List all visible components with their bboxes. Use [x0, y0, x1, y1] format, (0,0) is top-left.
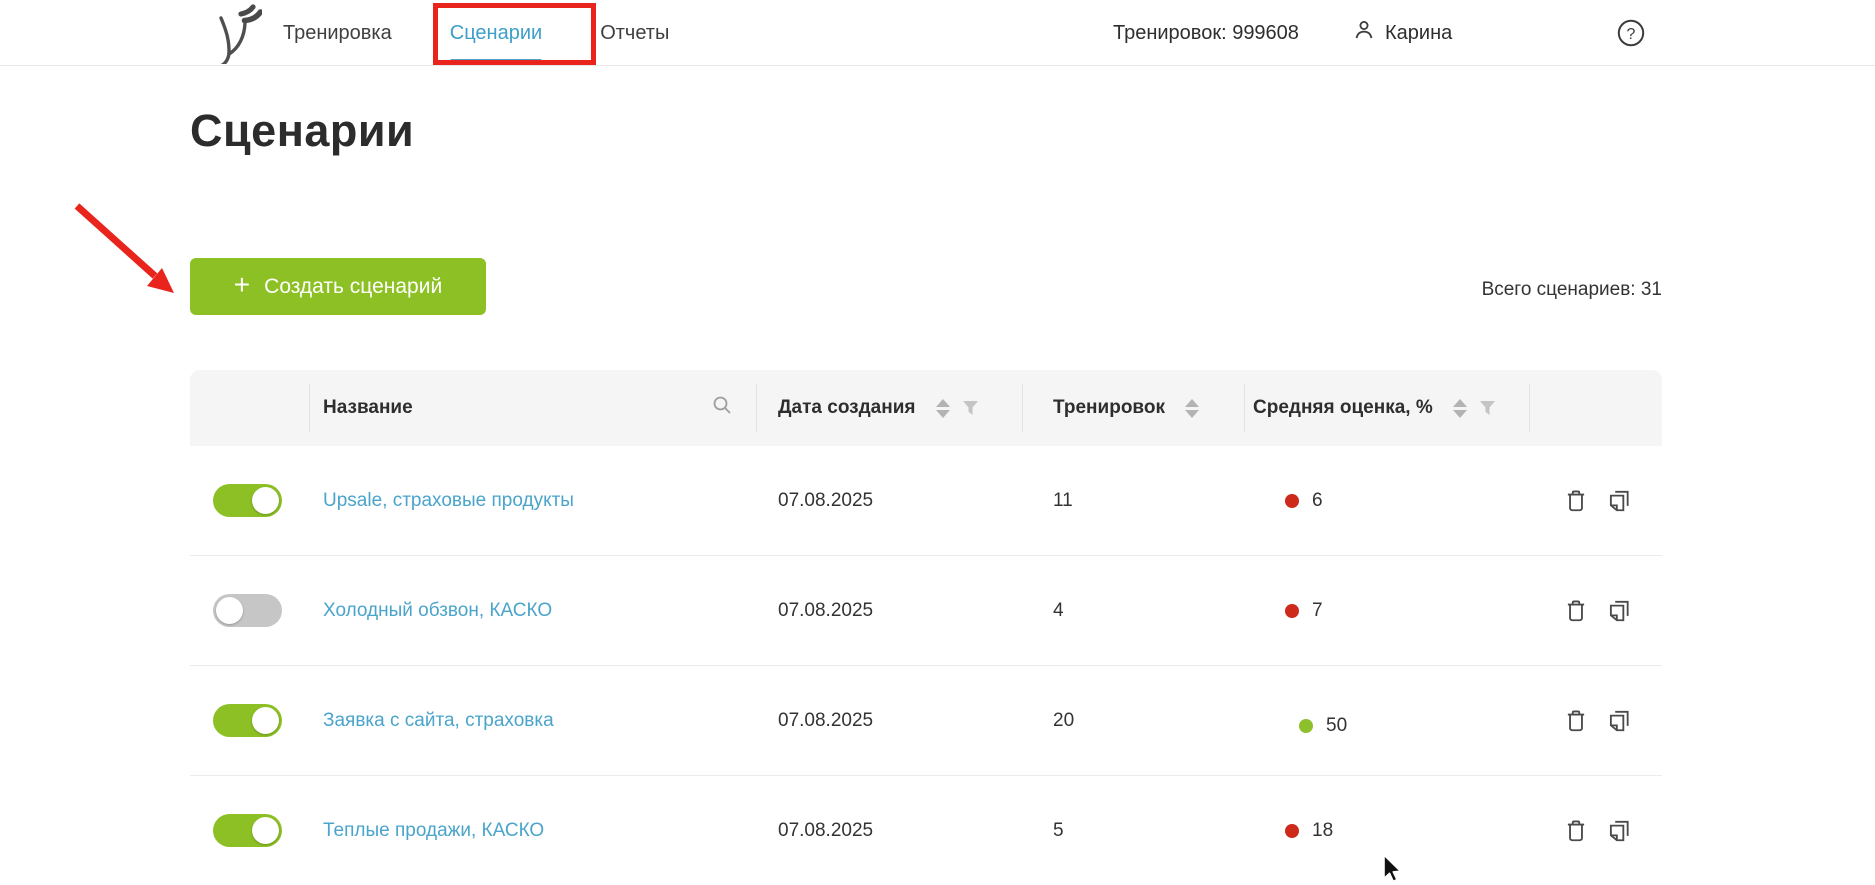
person-icon	[1352, 18, 1376, 48]
svg-text:?: ?	[1627, 26, 1636, 43]
column-label-name: Название	[323, 397, 413, 418]
header-toggle-column	[190, 384, 310, 432]
sort-score-icon[interactable]	[1452, 398, 1467, 418]
scenario-link[interactable]: Upsale, страховые продукты	[323, 489, 574, 511]
scenario-date: 07.08.2025	[778, 709, 874, 731]
scenario-date: 07.08.2025	[778, 599, 874, 621]
scenario-trainings-count: 11	[1053, 489, 1073, 511]
score-value: 6	[1312, 489, 1323, 511]
table-row: Теплые продажи, КАСКО 07.08.2025 5 18	[190, 776, 1662, 885]
table-header: Название Дата создания Тренировок	[190, 370, 1662, 446]
column-label-trainings: Тренировок	[1053, 397, 1165, 418]
copy-icon[interactable]	[1606, 487, 1632, 514]
scenario-link[interactable]: Холодный обзвон, КАСКО	[323, 599, 553, 621]
header-name-column: Название	[310, 384, 757, 432]
copy-icon[interactable]	[1606, 817, 1632, 844]
column-label-score: Средняя оценка, %	[1253, 397, 1433, 418]
header-trainings-column: Тренировок	[1023, 384, 1245, 432]
scenarios-table: Название Дата создания Тренировок	[190, 370, 1662, 885]
scenario-date: 07.08.2025	[778, 489, 874, 511]
table-row: Upsale, страховые продукты 07.08.2025 11…	[190, 446, 1662, 556]
delete-icon[interactable]	[1563, 817, 1589, 844]
scenario-link[interactable]: Заявка с сайта, страховка	[323, 709, 554, 731]
table-row: Заявка с сайта, страховка 07.08.2025 20 …	[190, 666, 1662, 776]
search-icon[interactable]	[712, 395, 732, 421]
scenario-toggle[interactable]	[213, 704, 282, 737]
score-value: 7	[1312, 599, 1323, 621]
score-dot	[1285, 823, 1299, 838]
scenario-link[interactable]: Теплые продажи, КАСКО	[323, 819, 545, 841]
scenario-date: 07.08.2025	[778, 819, 874, 841]
score-value: 50	[1326, 714, 1348, 736]
filter-date-icon[interactable]	[962, 400, 979, 417]
delete-icon[interactable]	[1563, 707, 1589, 734]
create-scenario-label: Создать сценарий	[264, 274, 443, 298]
score-dot	[1285, 603, 1299, 618]
scenario-trainings-count: 5	[1053, 819, 1064, 841]
top-nav: Тренировка Сценарии Отчеты Тренировок: 9…	[0, 0, 1875, 69]
scenario-toggle[interactable]	[213, 814, 282, 847]
copy-icon[interactable]	[1606, 597, 1632, 624]
score-dot	[1285, 493, 1299, 508]
help-icon[interactable]: ?	[1616, 18, 1646, 48]
annotation-arrow	[74, 203, 174, 293]
main-tabs: Тренировка Сценарии Отчеты	[283, 0, 669, 66]
filter-score-icon[interactable]	[1479, 400, 1496, 417]
table-row: Холодный обзвон, КАСКО 07.08.2025 4 7	[190, 556, 1662, 666]
header-score-column: Средняя оценка, %	[1245, 384, 1530, 432]
header-date-column: Дата создания	[757, 384, 1023, 432]
delete-icon[interactable]	[1563, 597, 1589, 624]
tab-reports[interactable]: Отчеты	[600, 21, 670, 44]
trainings-counter: Тренировок: 999608	[1113, 21, 1299, 44]
bird-logo[interactable]	[200, 2, 264, 69]
scenario-trainings-count: 4	[1053, 599, 1064, 621]
delete-icon[interactable]	[1563, 487, 1589, 514]
column-label-date: Дата создания	[778, 397, 916, 418]
page-title: Сценарии	[190, 105, 415, 156]
header-actions-column	[1530, 384, 1662, 432]
total-scenarios-label: Всего сценариев: 31	[1481, 279, 1662, 300]
sort-trainings-icon[interactable]	[1184, 398, 1199, 418]
user-menu[interactable]: Карина	[1352, 0, 1452, 66]
score-dot	[1299, 718, 1313, 733]
scenario-toggle[interactable]	[213, 594, 282, 627]
plus-icon: +	[233, 269, 251, 300]
tab-scenarios[interactable]: Сценарии	[449, 0, 543, 66]
sort-date-icon[interactable]	[935, 398, 950, 418]
score-value: 18	[1312, 819, 1334, 841]
scenario-toggle[interactable]	[213, 484, 282, 517]
scenario-trainings-count: 20	[1053, 709, 1075, 731]
copy-icon[interactable]	[1606, 707, 1632, 734]
tab-trainings[interactable]: Тренировка	[283, 21, 392, 44]
user-name: Карина	[1385, 21, 1453, 44]
create-scenario-button[interactable]: + Создать сценарий	[190, 258, 486, 315]
